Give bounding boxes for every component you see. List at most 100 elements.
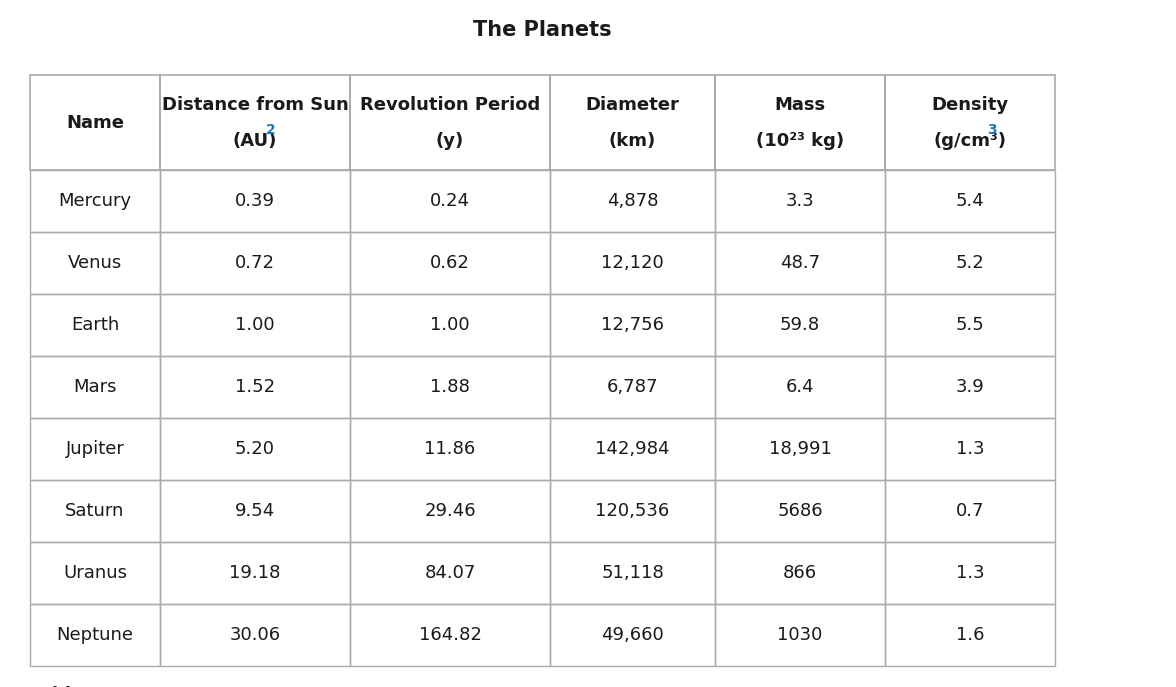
Bar (550, 232, 715, 294)
Bar (715, 232, 886, 294)
Text: 1.00: 1.00 (235, 316, 275, 334)
Text: 0.7: 0.7 (956, 502, 984, 520)
Bar (31, 75, 160, 170)
Text: 1.6: 1.6 (956, 626, 984, 644)
Text: 3.9: 3.9 (956, 378, 984, 396)
Text: (AU): (AU) (233, 131, 278, 150)
Bar (31, 294, 160, 356)
Text: 120,536: 120,536 (595, 502, 669, 520)
Bar (886, 170, 1055, 232)
Text: Table  7.2: Table 7.2 (31, 686, 128, 687)
Text: 49,660: 49,660 (601, 626, 664, 644)
Text: 9.54: 9.54 (235, 502, 275, 520)
Bar (550, 75, 715, 170)
Bar (550, 418, 715, 480)
Bar (715, 294, 886, 356)
Bar (350, 170, 550, 232)
Bar (160, 294, 350, 356)
Text: 12,756: 12,756 (601, 316, 664, 334)
Text: 0.72: 0.72 (235, 254, 275, 272)
Bar (550, 480, 715, 542)
Bar (715, 75, 886, 170)
Text: 1.00: 1.00 (430, 316, 470, 334)
Bar (31, 170, 160, 232)
Text: 11.86: 11.86 (425, 440, 475, 458)
Bar (31, 480, 160, 542)
Text: 142,984: 142,984 (595, 440, 670, 458)
Bar (160, 232, 350, 294)
Text: 5.20: 5.20 (235, 440, 275, 458)
Text: Jupiter: Jupiter (66, 440, 125, 458)
Text: 1.52: 1.52 (235, 378, 275, 396)
Bar (886, 418, 1055, 480)
Bar (350, 75, 550, 170)
Bar (715, 418, 886, 480)
Bar (160, 542, 350, 604)
Text: Uranus: Uranus (64, 564, 127, 582)
Bar (31, 542, 160, 604)
Bar (550, 542, 715, 604)
Text: Density: Density (931, 95, 1009, 113)
Bar (160, 170, 350, 232)
Text: 18,991: 18,991 (769, 440, 831, 458)
Bar (715, 170, 886, 232)
Text: The Planets: The Planets (473, 20, 612, 40)
Bar (160, 418, 350, 480)
Text: 5686: 5686 (777, 502, 823, 520)
Text: 30.06: 30.06 (229, 626, 281, 644)
Bar (886, 232, 1055, 294)
Text: Distance from Sun: Distance from Sun (161, 95, 348, 113)
Bar (160, 480, 350, 542)
Text: 4,878: 4,878 (607, 192, 659, 210)
Bar (886, 604, 1055, 666)
Bar (715, 604, 886, 666)
Text: 6,787: 6,787 (607, 378, 659, 396)
Text: 164.82: 164.82 (419, 626, 481, 644)
Bar (350, 542, 550, 604)
Text: Revolution Period: Revolution Period (360, 95, 540, 113)
Bar (550, 294, 715, 356)
Bar (715, 480, 886, 542)
Bar (886, 356, 1055, 418)
Text: Earth: Earth (71, 316, 119, 334)
Text: 0.39: 0.39 (235, 192, 275, 210)
Bar (350, 356, 550, 418)
Text: 6.4: 6.4 (786, 378, 814, 396)
Bar (31, 418, 160, 480)
Text: 1.3: 1.3 (956, 564, 984, 582)
Bar (550, 604, 715, 666)
Text: 29.46: 29.46 (425, 502, 476, 520)
Text: 84.07: 84.07 (425, 564, 475, 582)
Bar (715, 356, 886, 418)
Bar (160, 356, 350, 418)
Text: (y): (y) (436, 131, 465, 150)
Text: Name: Name (66, 113, 123, 131)
Bar (350, 604, 550, 666)
Bar (886, 75, 1055, 170)
Text: 3.3: 3.3 (786, 192, 814, 210)
Bar (886, 480, 1055, 542)
Bar (550, 356, 715, 418)
Text: 48.7: 48.7 (780, 254, 820, 272)
Text: Venus: Venus (68, 254, 122, 272)
Bar (160, 604, 350, 666)
Text: 0.24: 0.24 (430, 192, 470, 210)
Bar (350, 294, 550, 356)
Text: 0.62: 0.62 (430, 254, 470, 272)
Text: (g/cm³): (g/cm³) (934, 131, 1007, 150)
Text: Mass: Mass (775, 95, 826, 113)
Text: 12,120: 12,120 (601, 254, 664, 272)
Bar (31, 604, 160, 666)
Bar (31, 232, 160, 294)
Text: 866: 866 (783, 564, 817, 582)
Text: 19.18: 19.18 (229, 564, 281, 582)
Text: (10²³ kg): (10²³ kg) (756, 131, 844, 150)
Bar (31, 356, 160, 418)
Text: 3: 3 (987, 124, 996, 137)
Text: (km): (km) (609, 131, 656, 150)
Text: 5.2: 5.2 (956, 254, 984, 272)
Text: 5.4: 5.4 (956, 192, 984, 210)
Bar (350, 480, 550, 542)
Text: Neptune: Neptune (56, 626, 134, 644)
Text: 59.8: 59.8 (780, 316, 820, 334)
